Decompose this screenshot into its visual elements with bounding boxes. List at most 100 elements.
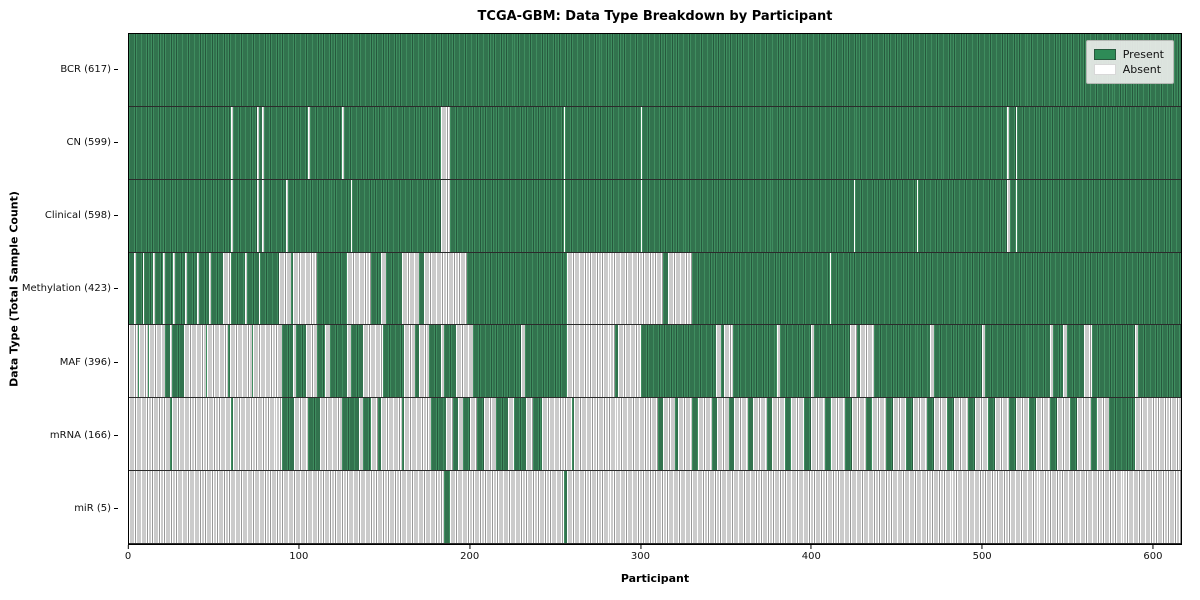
- present-segment: [377, 398, 382, 471]
- present-segment: [855, 179, 917, 252]
- present-segment: [1010, 179, 1016, 252]
- absent-segment: [418, 325, 430, 398]
- present-segment: [164, 325, 170, 398]
- present-segment: [495, 398, 508, 471]
- heatmap-row: [129, 106, 1181, 180]
- absent-segment: [1036, 398, 1050, 471]
- absent-segment: [1063, 325, 1067, 398]
- legend-present-label: Present: [1122, 48, 1164, 61]
- present-segment: [129, 252, 135, 325]
- present-segment: [766, 398, 772, 471]
- present-segment: [296, 325, 307, 398]
- legend-entry-absent: Absent: [1093, 63, 1164, 76]
- absent-segment: [261, 106, 264, 179]
- absent-segment: [359, 398, 363, 471]
- absent-segment: [231, 106, 233, 179]
- absent-segment: [171, 398, 232, 471]
- y-axis-tick-labels: BCR (617) CN (599) Clinical (598) Methylati…: [0, 33, 120, 545]
- absent-segment: [423, 252, 467, 325]
- present-segment: [147, 325, 150, 398]
- y-tick-mark: [114, 215, 118, 217]
- present-segment: [175, 252, 186, 325]
- absent-segment: [403, 325, 416, 398]
- x-tick: 100: [289, 545, 308, 562]
- absent-segment: [850, 325, 858, 398]
- present-segment: [1029, 398, 1037, 471]
- absent-segment: [381, 252, 387, 325]
- absent-segment: [306, 325, 317, 398]
- present-segment: [154, 252, 164, 325]
- absent-segment: [285, 179, 288, 252]
- present-segment: [988, 398, 996, 471]
- present-segment: [1066, 325, 1084, 398]
- present-segment: [780, 325, 811, 398]
- y-tick-label-text: Methylation (423): [21, 283, 111, 295]
- present-segment: [926, 398, 934, 471]
- absent-segment: [1083, 325, 1093, 398]
- present-segment: [1138, 325, 1181, 398]
- absent-segment: [698, 398, 713, 471]
- present-segment: [1092, 325, 1135, 398]
- absent-segment: [446, 398, 453, 471]
- x-tick-label: 300: [630, 551, 651, 562]
- absent-segment: [231, 179, 233, 252]
- x-tick: 400: [802, 545, 821, 562]
- present-segment: [1070, 398, 1077, 471]
- present-segment: [263, 106, 309, 179]
- x-tick-label: 100: [289, 551, 309, 562]
- present-segment: [308, 398, 320, 471]
- absent-segment: [362, 325, 384, 398]
- present-segment: [383, 325, 404, 398]
- absent-segment: [1056, 398, 1071, 471]
- absent-segment: [258, 252, 261, 325]
- present-segment: [674, 398, 678, 471]
- y-tick-mark: [114, 142, 118, 144]
- present-segment: [258, 179, 262, 252]
- absent-segment: [892, 398, 907, 471]
- x-axis-label: Participant: [620, 572, 690, 585]
- absent-segment: [811, 398, 825, 471]
- present-segment: [572, 398, 574, 471]
- present-segment: [386, 252, 402, 325]
- present-segment: [449, 179, 564, 252]
- absent-segment: [640, 179, 643, 252]
- absent-segment: [563, 106, 566, 179]
- absent-segment: [139, 325, 148, 398]
- x-tick-mark: [127, 545, 129, 549]
- absent-segment: [325, 325, 331, 398]
- present-segment: [947, 398, 955, 471]
- present-segment: [231, 398, 233, 471]
- present-segment: [712, 398, 718, 471]
- absent-segment: [185, 252, 187, 325]
- present-segment: [563, 471, 568, 544]
- absent-segment: [776, 325, 781, 398]
- present-segment: [342, 398, 360, 471]
- present-segment: [233, 106, 257, 179]
- present-segment: [401, 398, 404, 471]
- absent-segment: [294, 398, 308, 471]
- absent-segment: [342, 106, 344, 179]
- x-tick: 600: [1143, 545, 1163, 562]
- absent-segment: [129, 398, 170, 471]
- absent-segment: [790, 398, 805, 471]
- absent-segment: [347, 252, 372, 325]
- x-tick-mark: [810, 545, 812, 549]
- absent-segment: [197, 252, 199, 325]
- x-tick-mark: [639, 545, 641, 549]
- present-segment: [1017, 179, 1181, 252]
- x-tick-label: 600: [1143, 551, 1163, 562]
- present-segment: [804, 398, 811, 471]
- present-segment: [933, 325, 982, 398]
- legend-entry-present: Present: [1093, 48, 1164, 61]
- absent-segment: [851, 398, 866, 471]
- present-segment: [144, 252, 153, 325]
- y-tick-label: mRNA (166): [0, 399, 120, 472]
- present-segment: [198, 252, 210, 325]
- x-tick-mark: [469, 545, 471, 549]
- present-segment: [246, 252, 259, 325]
- x-axis-ticks: 0 100 200 300 400 500 600: [125, 545, 1182, 567]
- x-tick-label: 400: [801, 551, 821, 562]
- absent-segment: [1015, 179, 1018, 252]
- present-segment: [1008, 106, 1016, 179]
- absent-segment: [256, 106, 259, 179]
